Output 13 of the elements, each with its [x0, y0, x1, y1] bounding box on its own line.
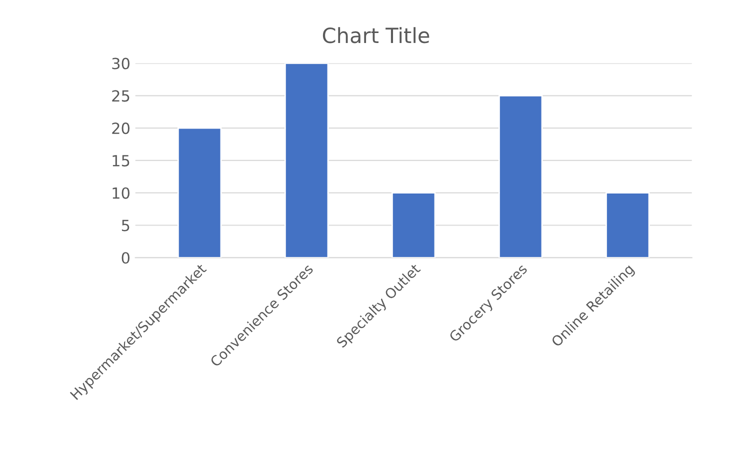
y-tick-label: 25: [112, 90, 130, 102]
y-tick-label: 20: [112, 122, 130, 134]
y-tick-label: 30: [112, 58, 130, 70]
y-tick-label: 10: [112, 187, 130, 199]
bar: [606, 192, 650, 258]
y-tick-label: 15: [112, 155, 130, 166]
y-tick-label: 5: [122, 220, 130, 232]
bar: [392, 192, 436, 258]
bar: [498, 94, 543, 258]
chart-title: Chart Title: [322, 27, 430, 44]
bar: [177, 127, 222, 258]
bar: [284, 63, 329, 258]
y-tick-label: 0: [122, 252, 130, 264]
